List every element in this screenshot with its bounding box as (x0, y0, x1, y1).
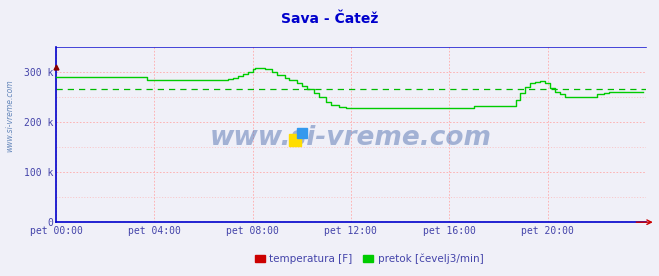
Text: Sava - Čatež: Sava - Čatež (281, 12, 378, 26)
Text: www.si-vreme.com: www.si-vreme.com (5, 79, 14, 152)
Text: www.si-vreme.com: www.si-vreme.com (210, 125, 492, 151)
Legend: temperatura [F], pretok [čevelj3/min]: temperatura [F], pretok [čevelj3/min] (250, 249, 488, 268)
